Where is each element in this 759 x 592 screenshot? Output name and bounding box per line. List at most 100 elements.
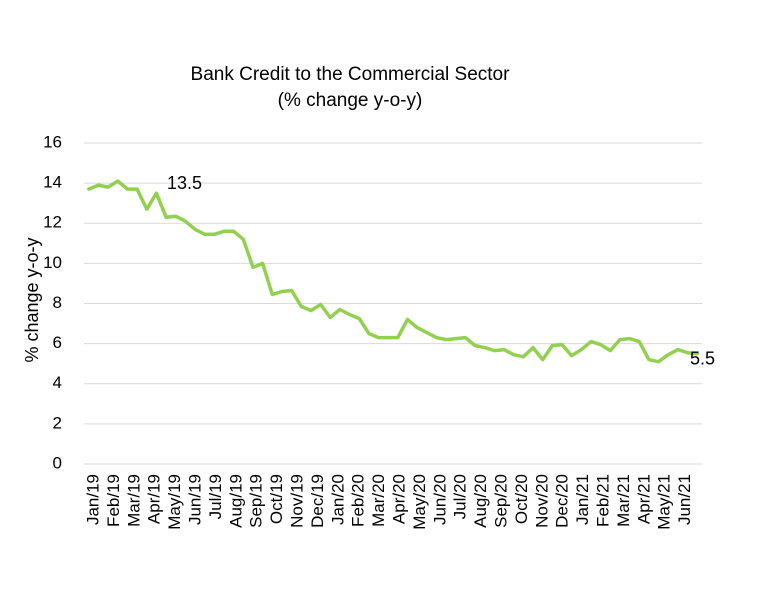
data-point bbox=[377, 336, 380, 339]
data-point bbox=[657, 360, 660, 363]
series-line bbox=[87, 179, 699, 364]
data-point bbox=[647, 358, 651, 361]
data-point bbox=[696, 352, 699, 355]
data-point bbox=[686, 351, 689, 354]
y-tick-label: 0 bbox=[53, 453, 62, 472]
data-point bbox=[551, 344, 554, 347]
data-point bbox=[338, 308, 342, 311]
y-tick-label: 12 bbox=[43, 213, 62, 232]
data-point bbox=[609, 349, 612, 352]
annotation-label: 13.5 bbox=[167, 173, 202, 193]
data-point bbox=[473, 344, 477, 347]
data-point bbox=[444, 338, 448, 341]
data-point bbox=[135, 187, 139, 191]
data-point bbox=[126, 187, 129, 191]
data-point bbox=[106, 185, 110, 189]
x-tick-label: Nov/19 bbox=[287, 474, 306, 528]
data-point bbox=[222, 230, 226, 233]
data-point bbox=[589, 340, 593, 343]
x-tick-label: Sep/19 bbox=[247, 474, 266, 528]
y-tick-label: 10 bbox=[43, 253, 62, 272]
x-tick-label: Jul/19 bbox=[206, 474, 225, 519]
x-tick-label: Jan/19 bbox=[83, 474, 102, 525]
x-tick-label: Jan/20 bbox=[328, 474, 347, 525]
data-point bbox=[193, 228, 197, 231]
y-tick-label: 8 bbox=[53, 293, 62, 312]
chart-title-block: Bank Credit to the Commercial Sector (% … bbox=[90, 62, 610, 114]
series-group bbox=[87, 179, 699, 364]
data-point bbox=[676, 348, 680, 351]
data-point bbox=[493, 349, 496, 352]
data-point bbox=[155, 192, 158, 195]
data-point bbox=[502, 348, 506, 351]
data-point bbox=[541, 358, 544, 361]
x-tick-label: Oct/20 bbox=[512, 474, 531, 524]
data-point bbox=[531, 346, 535, 349]
data-point bbox=[570, 354, 573, 357]
data-point bbox=[271, 293, 274, 296]
data-point bbox=[358, 317, 361, 320]
x-tick-label: Jun/19 bbox=[185, 474, 204, 525]
data-point bbox=[203, 233, 206, 236]
data-point bbox=[116, 179, 120, 183]
y-axis-label: % change y-o-y bbox=[22, 237, 42, 362]
data-point bbox=[213, 233, 216, 236]
x-tick-label: Aug/19 bbox=[226, 474, 245, 528]
y-tick-label: 16 bbox=[43, 132, 62, 151]
y-tick-label: 6 bbox=[53, 333, 62, 352]
x-tick-label: Oct/19 bbox=[267, 474, 286, 524]
x-tick-label: Dec/20 bbox=[553, 474, 572, 528]
x-tick-label: Mar/19 bbox=[124, 474, 143, 527]
x-tick-label: May/19 bbox=[165, 474, 184, 530]
y-tick-label: 2 bbox=[53, 413, 62, 432]
data-point bbox=[174, 215, 177, 218]
data-point bbox=[242, 238, 245, 241]
data-point bbox=[280, 290, 284, 293]
x-tick-label: Mar/20 bbox=[369, 474, 388, 527]
data-point bbox=[290, 289, 293, 292]
data-point bbox=[512, 353, 515, 356]
x-tick-label: Mar/21 bbox=[614, 474, 633, 527]
data-point bbox=[599, 343, 602, 346]
data-point bbox=[415, 326, 419, 329]
x-tick-label: Aug/20 bbox=[471, 474, 490, 528]
data-point bbox=[628, 337, 631, 340]
x-tick-label: Apr/20 bbox=[389, 474, 408, 524]
x-tick-label: Jun/20 bbox=[430, 474, 449, 525]
y-tick-label: 4 bbox=[53, 373, 62, 392]
data-point bbox=[638, 340, 641, 343]
data-point bbox=[300, 305, 303, 308]
x-tick-label: Feb/21 bbox=[593, 474, 612, 527]
x-tick-label: Apr/21 bbox=[634, 474, 653, 524]
data-point bbox=[560, 343, 564, 346]
x-axis-ticks: Jan/19 Feb/19 Mar/19 Apr/19 May/19 Jun/19 Jul/… bbox=[83, 474, 694, 530]
data-point bbox=[580, 348, 583, 351]
data-point bbox=[367, 332, 371, 335]
data-point bbox=[329, 316, 332, 319]
gridlines bbox=[84, 142, 702, 465]
data-point bbox=[425, 331, 428, 334]
data-point bbox=[145, 208, 148, 211]
data-point bbox=[387, 336, 390, 339]
x-tick-label: Jul/20 bbox=[451, 474, 470, 519]
data-point bbox=[618, 338, 622, 341]
data-point bbox=[435, 336, 438, 339]
data-point bbox=[97, 183, 100, 187]
x-tick-label: Jun/21 bbox=[675, 474, 694, 525]
chart-title: Bank Credit to the Commercial Sector bbox=[190, 64, 510, 85]
x-tick-label: Feb/20 bbox=[349, 474, 368, 527]
data-point bbox=[454, 337, 457, 340]
x-tick-label: Sep/20 bbox=[491, 474, 510, 528]
x-tick-label: Dec/19 bbox=[308, 474, 327, 528]
data-point bbox=[251, 266, 255, 269]
annotation-label: 5.5 bbox=[690, 348, 715, 368]
data-point bbox=[232, 230, 235, 233]
x-tick-label: Feb/19 bbox=[104, 474, 123, 527]
data-point bbox=[667, 353, 670, 356]
chart-subtitle: (% change y-o-y) bbox=[277, 90, 423, 111]
data-point bbox=[164, 216, 168, 219]
data-point bbox=[348, 313, 351, 316]
data-point bbox=[261, 262, 264, 265]
x-tick-label: Jan/21 bbox=[573, 474, 592, 525]
annotations: 13.5 5.5 bbox=[167, 173, 715, 369]
